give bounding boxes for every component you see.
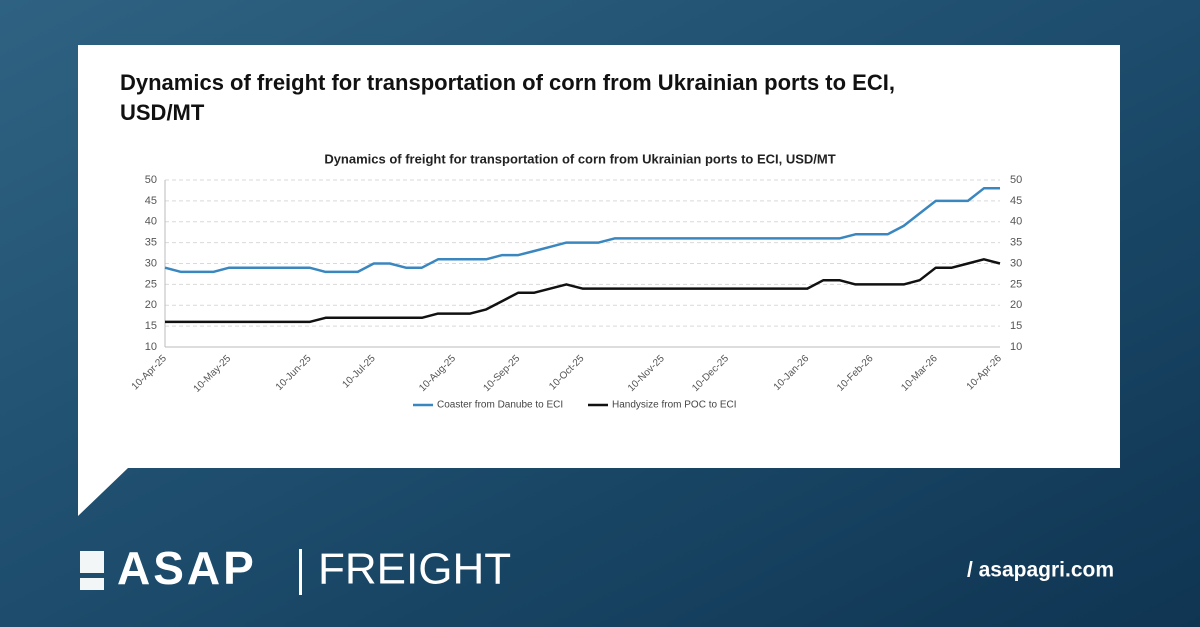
y2-tick-label: 10 bbox=[1010, 341, 1022, 353]
y-tick-label: 35 bbox=[145, 237, 157, 249]
card-title: Dynamics of freight for transportation o… bbox=[120, 70, 895, 125]
line-series bbox=[164, 187, 1000, 274]
y2-tick-label: 30 bbox=[1010, 257, 1022, 269]
y-tick-label: 15 bbox=[145, 320, 157, 332]
y2-tick-label: 50 bbox=[1010, 174, 1022, 186]
line-series bbox=[165, 258, 1001, 324]
website: / asapagri.com bbox=[967, 559, 1114, 582]
y2-tick-label: 35 bbox=[1010, 237, 1022, 249]
y2-tick-label: 15 bbox=[1010, 320, 1022, 332]
y2-tick-label: 45 bbox=[1010, 195, 1022, 207]
card bbox=[78, 45, 1120, 516]
chart-title: Dynamics of freight for transportation o… bbox=[324, 151, 835, 166]
legend-label: Handysize from POC to ECI bbox=[612, 400, 736, 411]
y-tick-label: 50 bbox=[145, 174, 157, 186]
division: FREIGHT bbox=[318, 545, 511, 594]
y-tick-label: 45 bbox=[145, 195, 157, 207]
y2-tick-label: 40 bbox=[1010, 216, 1022, 228]
brand: ASAP bbox=[117, 542, 257, 594]
y2-tick-label: 25 bbox=[1010, 278, 1022, 290]
legend-label: Coaster from Danube to ECI bbox=[437, 400, 563, 411]
y-tick-label: 10 bbox=[145, 341, 157, 353]
logo-icon bbox=[80, 551, 104, 590]
y-tick-label: 40 bbox=[145, 216, 157, 228]
divider bbox=[299, 549, 302, 595]
y-tick-label: 30 bbox=[145, 257, 157, 269]
y-tick-label: 20 bbox=[145, 299, 157, 311]
y2-tick-label: 20 bbox=[1010, 299, 1022, 311]
y-tick-label: 25 bbox=[145, 278, 157, 290]
